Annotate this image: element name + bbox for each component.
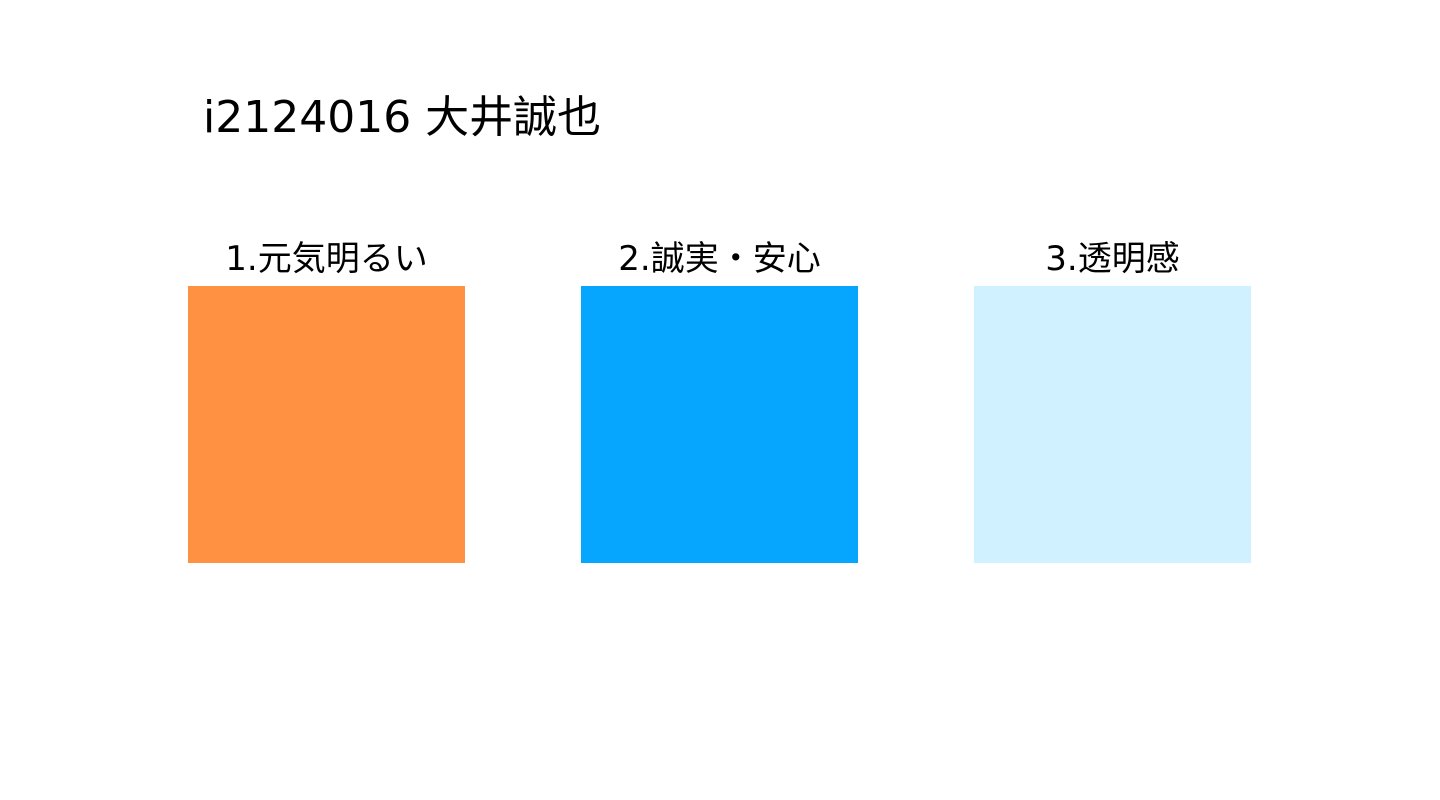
swatch-label-2: 2.誠実・安心 (618, 239, 821, 279)
color-swatch-1 (188, 286, 465, 563)
swatch-label-1: 1.元気明るい (225, 239, 428, 279)
color-swatch-2 (581, 286, 858, 563)
swatch-group-3: 3.透明感 (974, 232, 1251, 563)
swatch-group-1: 1.元気明るい (188, 232, 465, 563)
page-title: i2124016 大井誠也 (203, 92, 602, 143)
swatch-group-2: 2.誠実・安心 (581, 232, 858, 563)
color-swatch-3 (974, 286, 1251, 563)
swatch-label-3: 3.透明感 (1045, 239, 1180, 279)
